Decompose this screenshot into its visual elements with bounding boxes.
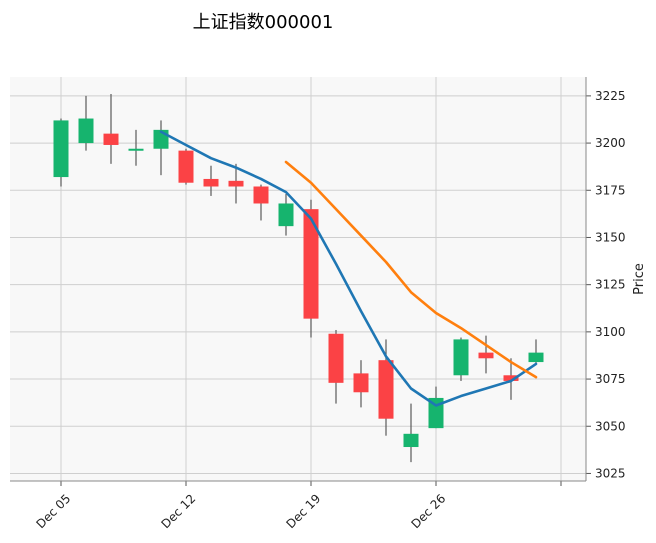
y-tick-label: 3100 [595, 325, 626, 339]
y-tick-label: 3175 [595, 183, 626, 197]
y-tick-label: 3025 [595, 466, 626, 480]
candle-down [253, 186, 269, 204]
candle-down [228, 180, 244, 187]
moving-average-lines [159, 130, 538, 407]
candle-up [453, 339, 469, 376]
candle-down [503, 375, 519, 381]
series-line [159, 130, 538, 407]
candle-up [278, 203, 294, 227]
x-tick-label: Dec 12 [159, 491, 199, 531]
candle-down [353, 373, 369, 393]
x-tick-label: Dec 26 [409, 491, 449, 531]
candle-up [128, 148, 144, 151]
y-tick-label: 3225 [595, 89, 626, 103]
candle-down [378, 360, 394, 419]
chart-title: 上证指数000001 [192, 12, 334, 33]
plot-background [10, 77, 586, 481]
x-tick-label: Dec 19 [284, 491, 324, 531]
candle-down [303, 209, 319, 319]
candle-up [53, 120, 69, 178]
series-line [284, 160, 538, 379]
y-tick-label: 3150 [595, 230, 626, 244]
candle-down [328, 333, 344, 383]
x-tick-label: Dec 05 [34, 491, 74, 531]
candle-down [178, 150, 194, 183]
candle-up [78, 118, 94, 144]
y-axis-label: Price [632, 263, 647, 295]
y-tick-label: 3200 [595, 136, 626, 150]
candle-up [428, 397, 444, 429]
y-tick-label: 3050 [595, 419, 626, 433]
candle-down [203, 178, 219, 187]
candle-down [478, 352, 494, 359]
candles [53, 93, 544, 463]
y-tick-label: 3125 [595, 278, 626, 292]
candle-up [403, 433, 419, 448]
candle-down [103, 133, 119, 145]
y-tick-label: 3075 [595, 372, 626, 386]
candle-up [528, 352, 544, 363]
